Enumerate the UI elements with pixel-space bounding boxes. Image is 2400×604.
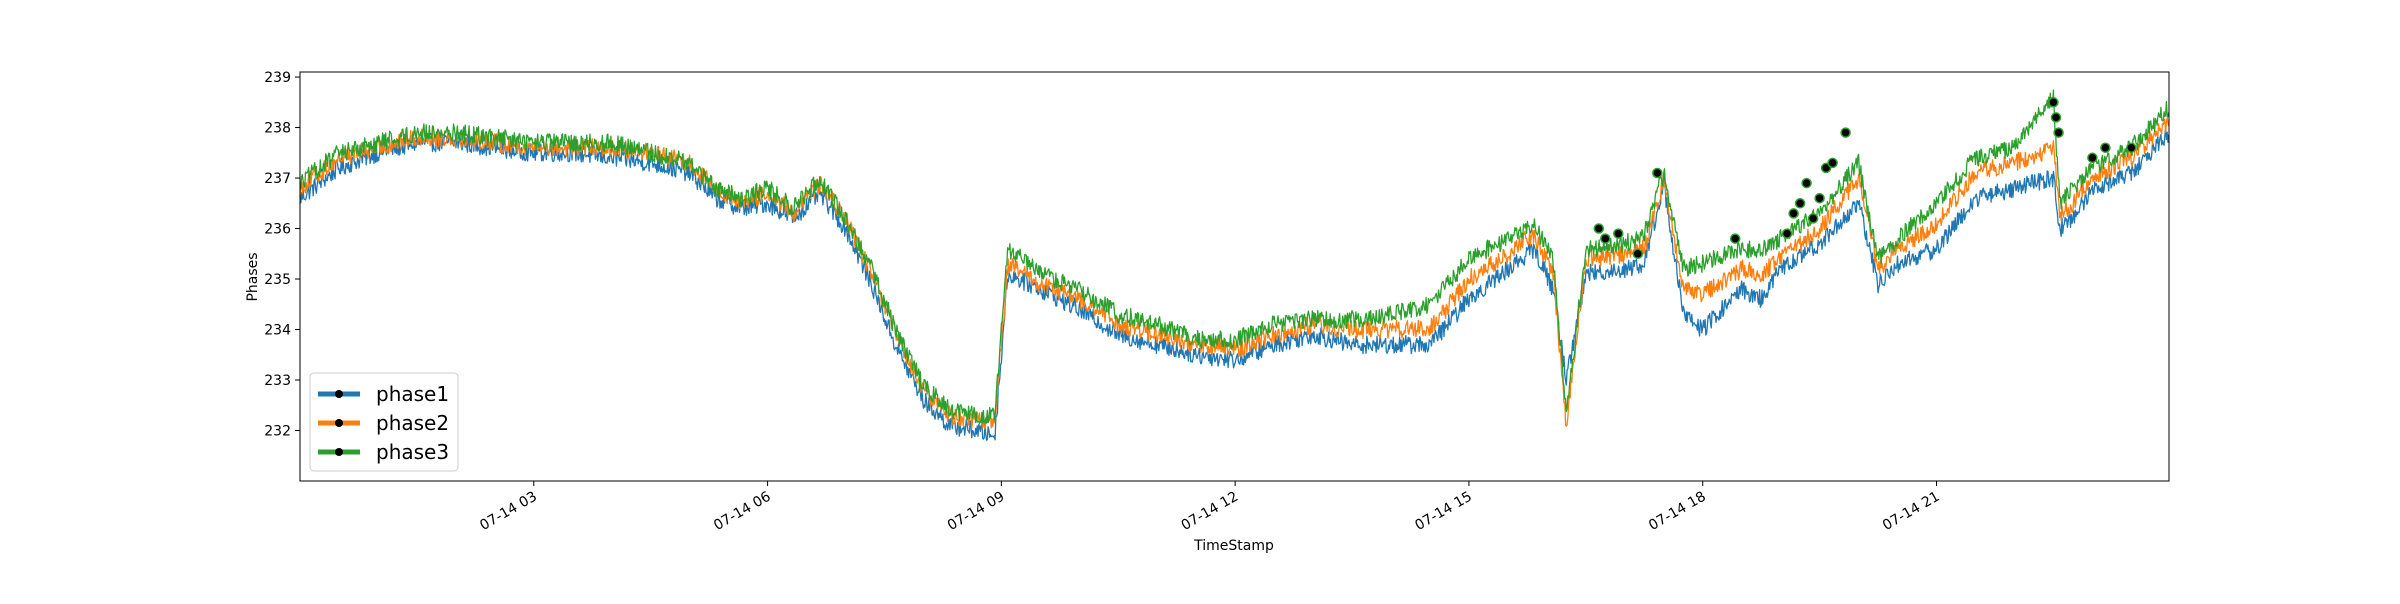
legend-marker-phase2 <box>335 419 343 427</box>
anomaly-marker-0 <box>1593 223 1605 234</box>
y-tick-label-6: 238 <box>264 121 291 137</box>
anomaly-marker-10 <box>1807 213 1819 224</box>
anomaly-marker-7 <box>1788 208 1799 219</box>
anomaly-marker-13 <box>1827 157 1838 169</box>
anomaly-marker-16 <box>2050 112 2062 123</box>
anomaly-marker-1 <box>1600 233 1611 244</box>
series-line-phase3 <box>299 89 2170 425</box>
marker-layer <box>1593 97 2137 260</box>
plot-frame <box>299 71 2170 482</box>
legend-marker-phase1 <box>335 390 343 398</box>
anomaly-marker-20 <box>2126 142 2137 153</box>
y-tick-label-7: 239 <box>264 70 291 86</box>
legend-label-phase2: phase2 <box>376 411 449 435</box>
series-layer <box>299 89 2170 441</box>
anomaly-marker-14 <box>1840 127 1851 138</box>
anomaly-marker-11 <box>1814 192 1825 204</box>
y-axis: 232 233 234 235 236 237 238 239 <box>264 70 300 440</box>
anomaly-marker-18 <box>2087 152 2098 164</box>
anomaly-marker-2 <box>1613 228 1624 239</box>
y-tick-label-2: 234 <box>264 323 291 339</box>
series-line-phase1 <box>299 126 2170 441</box>
anomaly-marker-3 <box>1632 248 1644 260</box>
anomaly-marker-4 <box>1652 167 1663 179</box>
y-tick-label-3: 235 <box>264 272 291 288</box>
y-tick-label-1: 233 <box>264 373 291 389</box>
anomaly-marker-8 <box>1794 198 1806 209</box>
y-tick-label-5: 237 <box>264 171 291 187</box>
y-tick-label-0: 232 <box>264 424 291 440</box>
x-axis-label: TimeStamp <box>1193 538 1274 554</box>
anomaly-marker-15 <box>2048 97 2059 108</box>
anomaly-marker-5 <box>1729 233 1741 244</box>
legend-label-phase3: phase3 <box>376 440 449 464</box>
anomaly-marker-9 <box>1801 177 1812 189</box>
anomaly-marker-17 <box>2053 127 2064 138</box>
y-tick-label-4: 236 <box>264 222 291 238</box>
y-axis-label: Phases <box>245 252 261 301</box>
legend-label-phase1: phase1 <box>376 382 449 406</box>
legend-marker-phase3 <box>335 448 343 456</box>
anomaly-marker-19 <box>2100 142 2111 153</box>
legend-frame <box>309 372 459 472</box>
anomaly-marker-6 <box>1781 228 1793 239</box>
legend: phase1 phase2 phase3 <box>309 372 459 472</box>
